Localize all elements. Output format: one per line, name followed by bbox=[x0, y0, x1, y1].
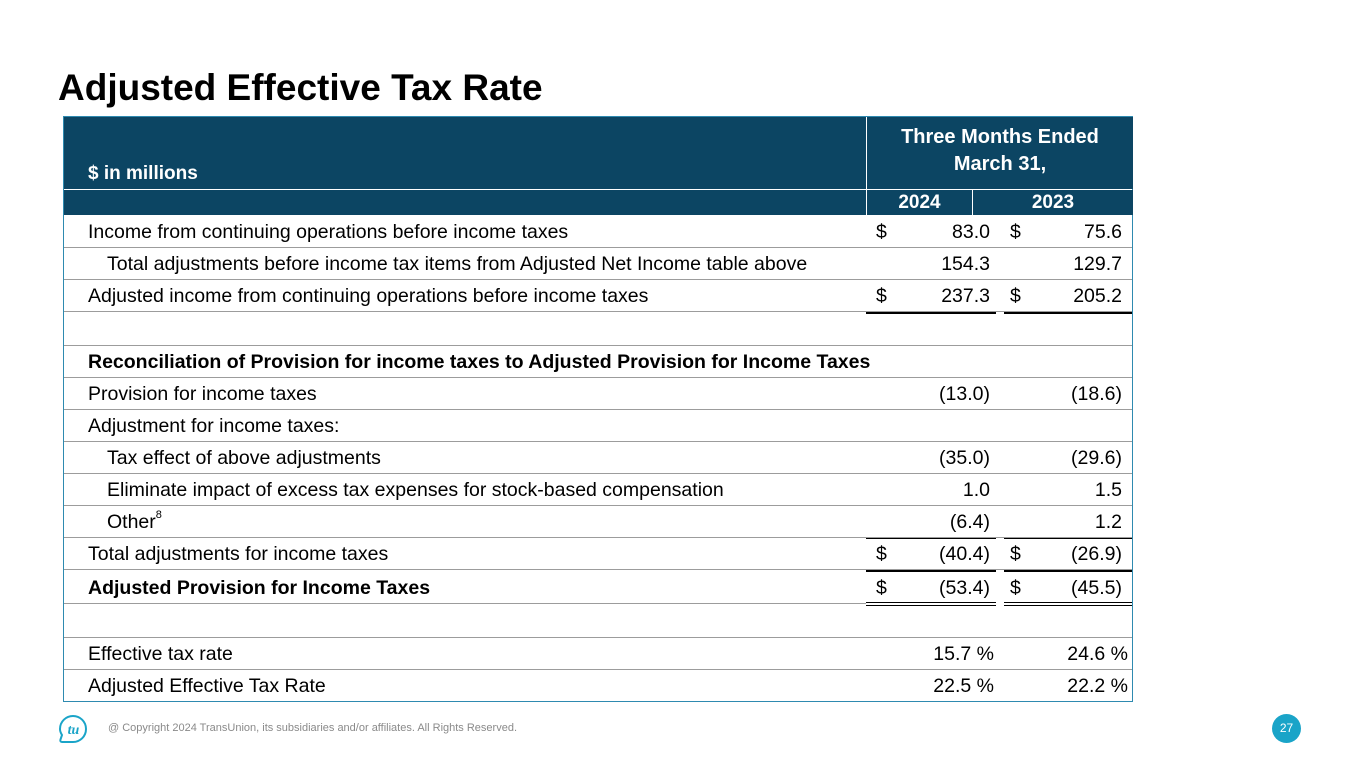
row-label: Total adjustments for income taxes bbox=[88, 543, 389, 565]
value-2023: (45.5) bbox=[1071, 577, 1122, 599]
value-2023: 205.2 bbox=[1073, 285, 1122, 307]
total-double-underline bbox=[866, 602, 996, 603]
table-row: Other8 (6.4) 1.2 bbox=[64, 506, 1132, 538]
row-divider bbox=[64, 603, 866, 604]
value-2023: (29.6) bbox=[1071, 447, 1122, 469]
table-row: Eliminate impact of excess tax expenses … bbox=[64, 474, 1132, 506]
value-2024: (13.0) bbox=[939, 383, 990, 405]
unit-label: $ in millions bbox=[88, 163, 198, 184]
year-2023-header: 2023 bbox=[973, 190, 1133, 215]
value-2023: 75.6 bbox=[1084, 221, 1122, 243]
row-label: Adjusted Provision for Income Taxes bbox=[88, 577, 431, 599]
value-2023: (26.9) bbox=[1071, 543, 1122, 565]
value-2023: 129.7 bbox=[1073, 253, 1122, 275]
table-row: Income from continuing operations before… bbox=[64, 216, 1132, 248]
row-label: Eliminate impact of excess tax expenses … bbox=[107, 479, 724, 501]
value-2024: (53.4) bbox=[939, 577, 990, 599]
subtotal-underline bbox=[866, 570, 996, 572]
row-label: Income from continuing operations before… bbox=[88, 221, 569, 243]
currency-2023: $ bbox=[1010, 221, 1021, 243]
table-row: Total adjustments for income taxes $ (40… bbox=[64, 538, 1132, 570]
value-2023: 22.2 % bbox=[1067, 675, 1128, 697]
value-2023: 1.5 bbox=[1094, 479, 1122, 501]
footnote-marker: 8 bbox=[155, 509, 162, 521]
section-header-row: Reconciliation of Provision for income t… bbox=[64, 346, 1132, 378]
copyright-notice: @ Copyright 2024 TransUnion, its subsidi… bbox=[108, 722, 517, 734]
value-2024: (40.4) bbox=[939, 543, 990, 565]
logo-text: tu bbox=[68, 723, 80, 738]
subtotal-underline bbox=[866, 312, 996, 314]
subtotal-underline bbox=[1004, 570, 1132, 572]
currency-2024: $ bbox=[876, 221, 887, 243]
value-2024: 237.3 bbox=[941, 285, 990, 307]
value-2024: 15.7 % bbox=[933, 643, 994, 665]
row-label: Total adjustments before income tax item… bbox=[107, 253, 808, 275]
subtotal-underline bbox=[1004, 312, 1132, 314]
value-2024: 1.0 bbox=[962, 479, 990, 501]
table-row: Adjusted income from continuing operatio… bbox=[64, 280, 1132, 312]
row-label: Effective tax rate bbox=[88, 643, 233, 665]
period-line-1: Three Months Ended bbox=[901, 126, 1099, 148]
header-spacer bbox=[64, 190, 866, 215]
header-period-cell: Three Months Ended March 31, bbox=[867, 117, 1133, 189]
table-row: Adjustment for income taxes: bbox=[64, 410, 1132, 442]
currency-2023: $ bbox=[1010, 543, 1021, 565]
section-title: Reconciliation of Provision for income t… bbox=[88, 351, 871, 373]
row-label: Tax effect of above adjustments bbox=[107, 447, 381, 469]
value-2024: (35.0) bbox=[939, 447, 990, 469]
value-2023: 24.6 % bbox=[1067, 643, 1128, 665]
page-number: 27 bbox=[1272, 714, 1301, 743]
currency-2024: $ bbox=[876, 543, 887, 565]
value-2024: (6.4) bbox=[949, 511, 990, 533]
row-label: Other8 bbox=[107, 509, 162, 534]
blank-row bbox=[64, 606, 1132, 638]
currency-2023: $ bbox=[1010, 577, 1021, 599]
value-2024: 83.0 bbox=[952, 221, 990, 243]
row-label: Provision for income taxes bbox=[88, 383, 317, 405]
blank-row bbox=[64, 314, 1132, 346]
total-double-underline bbox=[1004, 605, 1132, 606]
value-2024: 154.3 bbox=[941, 253, 990, 275]
row-label: Adjustment for income taxes: bbox=[88, 415, 340, 437]
currency-2024: $ bbox=[876, 285, 887, 307]
table-row: Total adjustments before income tax item… bbox=[64, 248, 1132, 280]
table-row: Effective tax rate 15.7 % 24.6 % bbox=[64, 638, 1132, 670]
table-row: Tax effect of above adjustments (35.0) (… bbox=[64, 442, 1132, 474]
tax-rate-table: $ in millions Three Months Ended March 3… bbox=[63, 116, 1133, 702]
header-unit-cell: $ in millions bbox=[64, 117, 866, 189]
value-2024: 22.5 % bbox=[933, 675, 994, 697]
total-double-underline bbox=[1004, 602, 1132, 603]
row-label: Adjusted Effective Tax Rate bbox=[88, 675, 326, 697]
table-row: Adjusted Effective Tax Rate 22.5 % 22.2 … bbox=[64, 670, 1132, 702]
table-row: Provision for income taxes (13.0) (18.6) bbox=[64, 378, 1132, 410]
value-2023: (18.6) bbox=[1071, 383, 1122, 405]
value-2023: 1.2 bbox=[1094, 511, 1122, 533]
subtotal-underline bbox=[866, 538, 996, 539]
subtotal-underline bbox=[1004, 538, 1132, 539]
period-line-2: March 31, bbox=[953, 153, 1047, 175]
year-2024-header: 2024 bbox=[867, 190, 972, 215]
table-row: Adjusted Provision for Income Taxes $ (5… bbox=[64, 572, 1132, 604]
total-double-underline bbox=[866, 605, 996, 606]
transunion-logo-icon: tu bbox=[58, 714, 88, 743]
page-title: Adjusted Effective Tax Rate bbox=[58, 67, 543, 108]
currency-2024: $ bbox=[876, 577, 887, 599]
row-label-text: Other bbox=[107, 511, 156, 533]
currency-2023: $ bbox=[1010, 285, 1021, 307]
row-label: Adjusted income from continuing operatio… bbox=[88, 285, 649, 307]
